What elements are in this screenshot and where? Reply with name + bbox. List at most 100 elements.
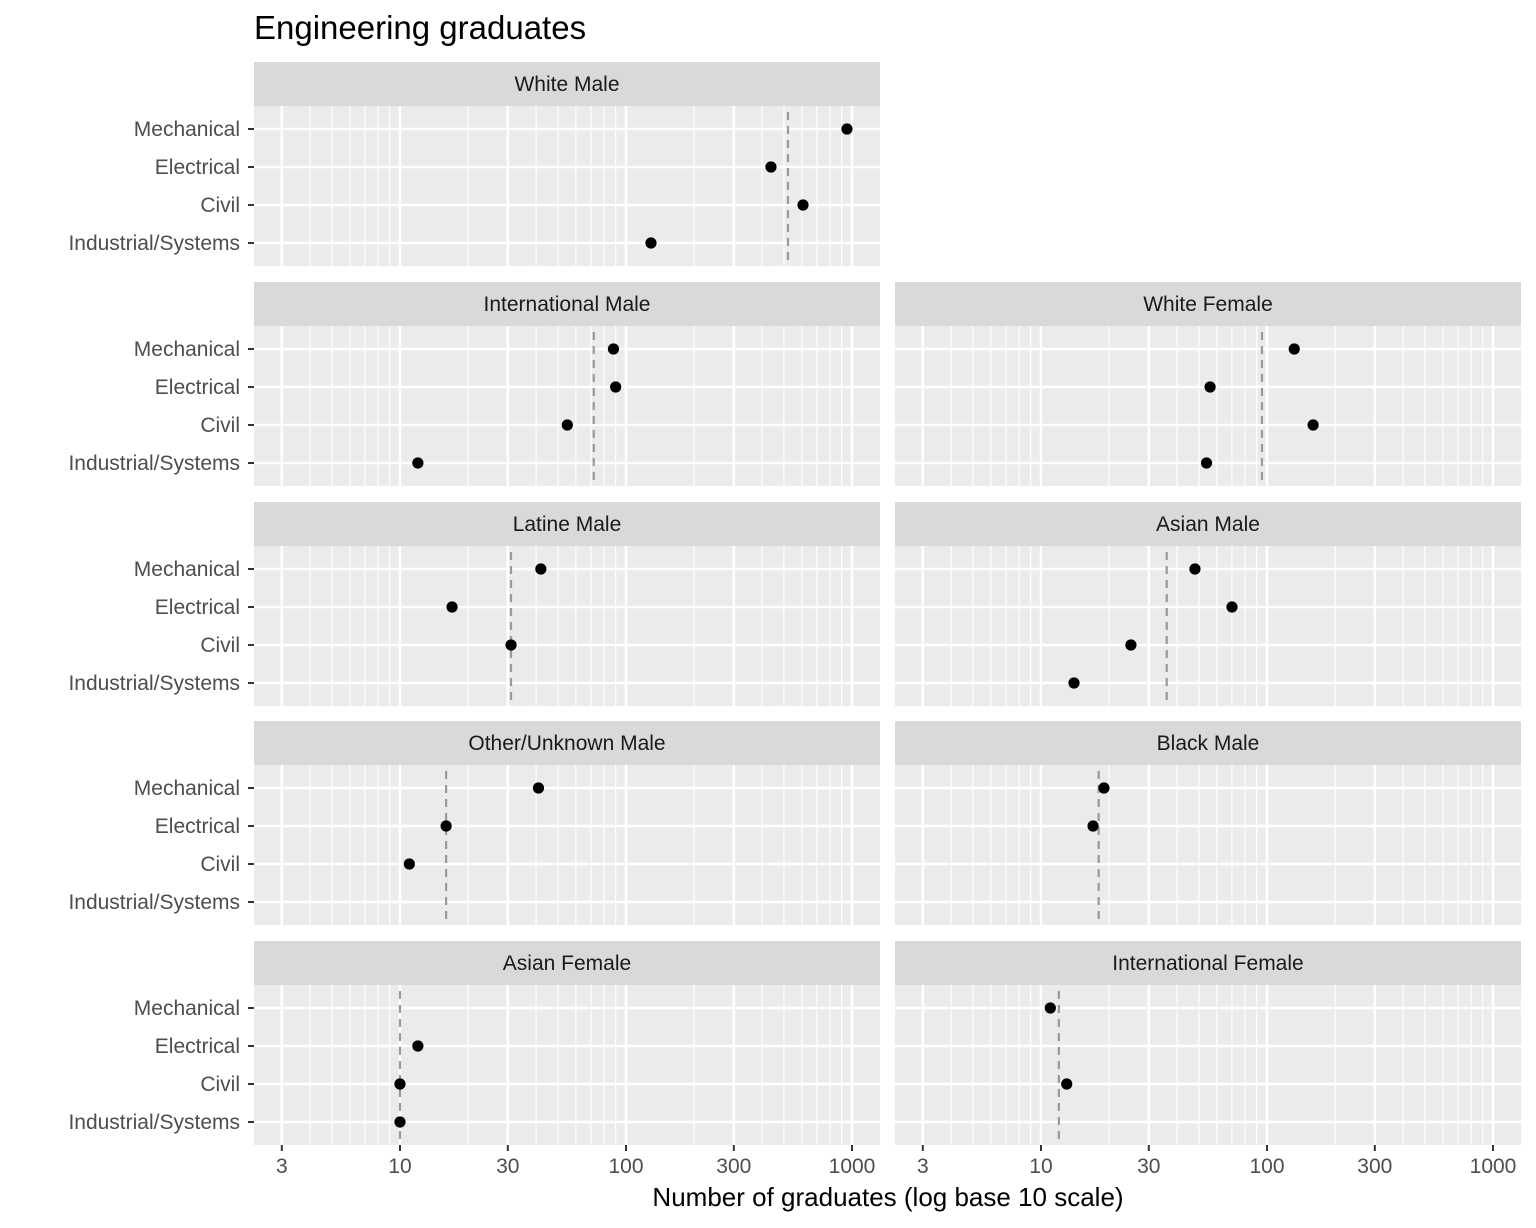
- strip-background: [895, 502, 1521, 546]
- chart-title: Engineering graduates: [254, 9, 586, 46]
- data-point: [403, 858, 415, 870]
- strip-label: Asian Male: [1156, 513, 1260, 536]
- strip-background: [254, 62, 880, 106]
- y-tick-label: Industrial/Systems: [68, 452, 240, 475]
- panel-background: [895, 765, 1521, 925]
- x-tick-label: 3: [917, 1155, 929, 1178]
- data-point: [1125, 639, 1137, 651]
- strip-label: White Male: [514, 73, 619, 96]
- panel-asian-female: Asian Female Mechanical Electrical Civil Ind…: [68, 941, 880, 1178]
- strip-label: Asian Female: [503, 952, 631, 975]
- panel-background: [254, 106, 880, 266]
- panel-international-male: International Male Mechanical Electrical Ci…: [68, 282, 880, 486]
- x-tick-label: 1000: [829, 1155, 876, 1178]
- data-point: [1068, 677, 1080, 689]
- data-point: [561, 419, 573, 431]
- x-tick-label: 1000: [1470, 1155, 1517, 1178]
- strip-label: International Male: [484, 293, 651, 316]
- panels: White Male Mechanical Electrical Civil Indus…: [68, 62, 1521, 1178]
- strip-background: [254, 282, 880, 326]
- y-tick-label: Mechanical: [134, 118, 240, 141]
- panel-background: [895, 546, 1521, 706]
- panel-background: [895, 985, 1521, 1145]
- panel-black-male: Black Male: [895, 721, 1521, 925]
- data-point: [610, 381, 622, 393]
- data-point: [394, 1116, 406, 1128]
- data-point: [607, 343, 620, 355]
- strip-background: [254, 941, 880, 985]
- x-tick-label: 300: [716, 1155, 751, 1178]
- x-tick-label: 10: [388, 1155, 411, 1178]
- data-point: [394, 1078, 406, 1090]
- data-point: [1044, 1002, 1056, 1014]
- y-tick-label: Civil: [200, 1073, 240, 1096]
- y-tick-label: Electrical: [155, 156, 240, 179]
- data-point: [765, 161, 777, 173]
- data-point: [1200, 457, 1213, 469]
- y-tick-label: Electrical: [155, 815, 240, 838]
- data-point: [412, 1040, 424, 1052]
- panel-background: [254, 765, 880, 925]
- x-tick-label: 30: [1137, 1155, 1160, 1178]
- panel-white-female: White Female: [895, 282, 1521, 486]
- data-point: [1189, 563, 1201, 575]
- data-point: [797, 199, 809, 211]
- data-point: [1204, 381, 1216, 393]
- x-axis-label: Number of graduates (log base 10 scale): [652, 1182, 1123, 1212]
- data-point: [532, 782, 545, 794]
- panel-other-unknown-male: Other/Unknown Male Mechanical Electrical Ci…: [68, 721, 880, 925]
- strip-label: International Female: [1112, 952, 1303, 975]
- y-tick-label: Mechanical: [134, 997, 240, 1020]
- x-tick-label: 10: [1029, 1155, 1052, 1178]
- y-tick-label: Civil: [200, 853, 240, 876]
- y-tick-label: Electrical: [155, 596, 240, 619]
- x-tick-label: 100: [608, 1155, 643, 1178]
- panel-asian-male: Asian Male: [895, 502, 1521, 706]
- data-point: [1288, 343, 1300, 355]
- panel-international-female: International Female 3 10 30 100 300 1000: [895, 941, 1521, 1178]
- strip-label: Other/Unknown Male: [468, 732, 665, 755]
- panel-background: [254, 985, 880, 1145]
- data-point: [535, 563, 547, 575]
- strip-label: White Female: [1143, 293, 1273, 316]
- data-point: [1087, 820, 1099, 832]
- data-point: [1226, 601, 1238, 613]
- data-point: [412, 457, 424, 469]
- panel-background: [254, 546, 880, 706]
- panel-background: [254, 326, 880, 486]
- data-point: [1061, 1078, 1073, 1090]
- y-tick-label: Civil: [200, 194, 240, 217]
- y-tick-label: Industrial/Systems: [68, 232, 240, 255]
- y-tick-label: Industrial/Systems: [68, 891, 240, 914]
- y-tick-label: Electrical: [155, 1035, 240, 1058]
- strip-label: Black Male: [1157, 732, 1260, 755]
- data-point: [841, 123, 853, 135]
- data-point: [1307, 419, 1319, 431]
- strip-background: [895, 941, 1521, 985]
- y-tick-label: Electrical: [155, 376, 240, 399]
- x-tick-label: 3: [276, 1155, 288, 1178]
- x-tick-label: 100: [1249, 1155, 1284, 1178]
- data-point: [446, 601, 458, 613]
- data-point: [505, 639, 517, 651]
- y-tick-label: Mechanical: [134, 558, 240, 581]
- data-point: [645, 237, 657, 249]
- y-tick-label: Civil: [200, 414, 240, 437]
- strip-background: [895, 282, 1521, 326]
- strip-background: [895, 721, 1521, 765]
- panel-latine-male: Latine Male Mechanical Electrical Civil Indu…: [68, 502, 880, 706]
- strip-background: [254, 721, 880, 765]
- strip-label: Latine Male: [513, 513, 622, 536]
- data-point: [440, 820, 452, 832]
- y-tick-label: Mechanical: [134, 338, 240, 361]
- y-tick-label: Mechanical: [134, 777, 240, 800]
- y-tick-label: Industrial/Systems: [68, 1111, 240, 1134]
- data-point: [1098, 782, 1110, 794]
- panel-white-male: White Male Mechanical Electrical Civil Indus…: [68, 62, 880, 266]
- y-tick-label: Industrial/Systems: [68, 672, 240, 695]
- x-tick-label: 300: [1357, 1155, 1392, 1178]
- strip-background: [254, 502, 880, 546]
- x-tick-label: 30: [496, 1155, 519, 1178]
- y-tick-label: Civil: [200, 634, 240, 657]
